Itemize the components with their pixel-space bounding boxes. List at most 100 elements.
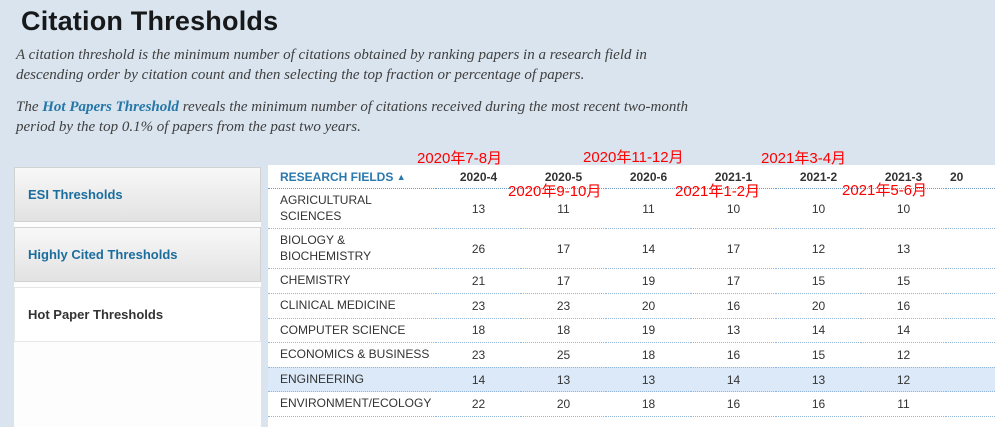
hot-papers-description: The Hot Papers Threshold reveals the min… — [16, 97, 688, 138]
threshold-value: 12 — [861, 342, 946, 368]
threshold-value: 15 — [776, 268, 861, 294]
hot-papers-description-prefix: The — [16, 99, 43, 115]
thresholds-table-panel: RESEARCH FIELDS ▲ 2020-4 2020-5 2020-6 2… — [268, 165, 995, 427]
table-row: BIOLOGY & BIOCHEMISTRY 26 17 14 17 12 13 — [268, 228, 995, 270]
research-fields-header[interactable]: RESEARCH FIELDS ▲ — [268, 165, 436, 189]
threshold-value: 13 — [521, 367, 606, 393]
thresholds-table: RESEARCH FIELDS ▲ 2020-4 2020-5 2020-6 2… — [268, 165, 995, 417]
annotation-2021-2-period: 2021年3-4月 — [761, 150, 847, 167]
threshold-value-partial — [946, 228, 995, 270]
threshold-value: 14 — [606, 228, 691, 270]
threshold-value: 14 — [776, 318, 861, 344]
threshold-value: 23 — [436, 342, 521, 368]
table-row: CHEMISTRY 21 17 19 17 15 15 — [268, 268, 995, 294]
sidebar-item-label: Highly Cited Thresholds — [28, 247, 178, 262]
research-field-name: AGRICULTURAL SCIENCES — [268, 188, 436, 230]
threshold-value: 14 — [436, 367, 521, 393]
annotation-2020-5-period: 2020年9-10月 — [508, 183, 602, 200]
sidebar-item-highly-cited-thresholds[interactable]: Highly Cited Thresholds — [14, 227, 261, 282]
threshold-value: 11 — [521, 188, 606, 230]
threshold-value: 16 — [691, 293, 776, 319]
threshold-value-partial — [946, 342, 995, 368]
column-header-2021-1: 2021-1 — [691, 165, 776, 189]
threshold-value: 13 — [776, 367, 861, 393]
citation-threshold-description: A citation threshold is the minimum numb… — [16, 47, 647, 84]
threshold-value-partial — [946, 318, 995, 344]
threshold-value: 22 — [436, 391, 521, 417]
threshold-value: 16 — [861, 293, 946, 319]
threshold-value-partial — [946, 367, 995, 393]
table-body: AGRICULTURAL SCIENCES 13 11 11 10 10 10 BIOLOGY… — [268, 188, 995, 417]
research-field-name: BIOLOGY & BIOCHEMISTRY — [268, 228, 436, 270]
threshold-value: 10 — [861, 188, 946, 230]
hot-papers-description-suffix: reveals the minimum number of citations … — [16, 99, 689, 136]
research-field-name: COMPUTER SCIENCE — [268, 318, 436, 344]
table-row: ENGINEERING 14 13 13 14 13 12 — [268, 367, 995, 393]
threshold-value: 16 — [776, 391, 861, 417]
threshold-value: 13 — [436, 188, 521, 230]
threshold-value-partial — [946, 188, 995, 230]
threshold-value: 15 — [776, 342, 861, 368]
threshold-value: 25 — [521, 342, 606, 368]
column-header-2020-4: 2020-4 — [436, 165, 521, 189]
threshold-value: 17 — [521, 268, 606, 294]
threshold-value: 23 — [521, 293, 606, 319]
research-field-name: ECONOMICS & BUSINESS — [268, 342, 436, 368]
threshold-value: 12 — [861, 367, 946, 393]
threshold-value: 23 — [436, 293, 521, 319]
hot-papers-threshold-link[interactable]: Hot Papers Threshold — [42, 99, 179, 115]
threshold-value: 20 — [776, 293, 861, 319]
threshold-value: 14 — [861, 318, 946, 344]
threshold-value: 12 — [776, 228, 861, 270]
research-fields-label: RESEARCH FIELDS — [280, 170, 394, 184]
threshold-value-partial — [946, 268, 995, 294]
table-row: AGRICULTURAL SCIENCES 13 11 11 10 10 10 — [268, 188, 995, 230]
research-field-name: ENVIRONMENT/ECOLOGY — [268, 391, 436, 417]
threshold-value: 19 — [606, 318, 691, 344]
table-row: ENVIRONMENT/ECOLOGY 22 20 18 16 16 11 — [268, 391, 995, 417]
threshold-value: 18 — [436, 318, 521, 344]
table-row: CLINICAL MEDICINE 23 23 20 16 20 16 — [268, 293, 995, 319]
table-row: COMPUTER SCIENCE 18 18 19 13 14 14 — [268, 318, 995, 344]
annotation-2021-1-period: 2021年1-2月 — [675, 183, 761, 200]
sidebar-item-label: Hot Paper Thresholds — [28, 307, 164, 322]
column-header-2020-6: 2020-6 — [606, 165, 691, 189]
research-field-name: CLINICAL MEDICINE — [268, 293, 436, 319]
threshold-value: 17 — [691, 268, 776, 294]
sidebar-item-hot-paper-thresholds[interactable]: Hot Paper Thresholds — [14, 287, 261, 342]
column-header-partial: 20 — [946, 165, 995, 189]
threshold-value: 20 — [606, 293, 691, 319]
threshold-value: 15 — [861, 268, 946, 294]
threshold-value: 13 — [861, 228, 946, 270]
threshold-value: 14 — [691, 367, 776, 393]
threshold-value: 13 — [606, 367, 691, 393]
table-header-row: RESEARCH FIELDS ▲ 2020-4 2020-5 2020-6 2… — [268, 165, 995, 189]
threshold-value: 21 — [436, 268, 521, 294]
threshold-value: 20 — [521, 391, 606, 417]
column-header-2020-5: 2020-5 — [521, 165, 606, 189]
annotation-2020-6-period: 2020年11-12月 — [583, 149, 684, 166]
sidebar-item-label: ESI Thresholds — [28, 187, 123, 202]
threshold-value-partial — [946, 391, 995, 417]
research-fields-sort-link[interactable]: RESEARCH FIELDS ▲ — [280, 170, 406, 184]
table-row: ECONOMICS & BUSINESS 23 25 18 16 15 12 — [268, 342, 995, 368]
threshold-value: 18 — [606, 342, 691, 368]
sidebar-item-esi-thresholds[interactable]: ESI Thresholds — [14, 167, 261, 222]
threshold-value: 10 — [691, 188, 776, 230]
column-header-2021-2: 2021-2 — [776, 165, 861, 189]
threshold-value: 16 — [691, 342, 776, 368]
threshold-value: 11 — [861, 391, 946, 417]
threshold-value: 17 — [691, 228, 776, 270]
threshold-value: 16 — [691, 391, 776, 417]
column-header-2021-3: 2021-3 — [861, 165, 946, 189]
threshold-value: 11 — [606, 188, 691, 230]
page-title: Citation Thresholds — [21, 6, 279, 36]
threshold-value-partial — [946, 293, 995, 319]
annotation-2020-4-period: 2020年7-8月 — [417, 150, 503, 167]
threshold-value: 26 — [436, 228, 521, 270]
threshold-value: 19 — [606, 268, 691, 294]
threshold-value: 18 — [606, 391, 691, 417]
research-field-name: CHEMISTRY — [268, 268, 436, 294]
annotation-2021-3-period: 2021年5-6月 — [842, 182, 928, 199]
sidebar: ESI Thresholds Highly Cited Thresholds H… — [14, 167, 261, 427]
